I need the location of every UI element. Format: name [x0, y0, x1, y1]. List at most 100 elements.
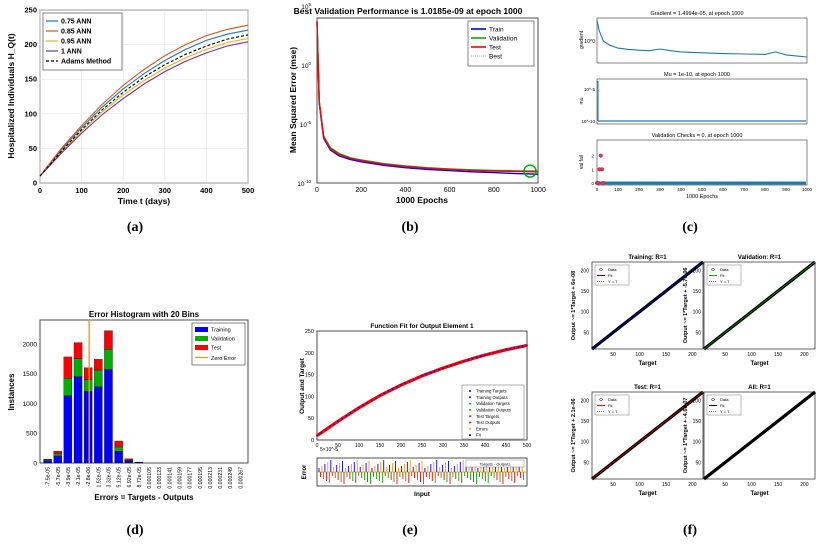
panel-e-legend-label-3: Validation Outputs [476, 408, 511, 413]
panel-d-xtick-2: -3.9e-05 [66, 467, 72, 486]
panel-e-target-point [404, 382, 407, 385]
panel-c-xtick-0: 0 [596, 187, 599, 192]
panel-f-xlabel-0: Target [639, 361, 657, 367]
panel-f-xtick-2-1: 100 [635, 482, 644, 488]
panel-f-ylabel-1: Output ~= 1*Target + -5.7e-06 [683, 268, 689, 344]
panel-e-target-point [437, 368, 440, 371]
panel-b-legend-entries: Train Validation Test Best [471, 27, 517, 61]
panel-a-series-2 [39, 37, 249, 177]
panel-f-legend-fit-1: Fit [720, 273, 725, 278]
panel-d-bar-1-4 [83, 379, 93, 392]
panel-b-ytick-exp-1: 0 [308, 61, 311, 66]
panel-e-target-point [328, 426, 331, 428]
panel-e-target-point [521, 345, 524, 348]
panel-c-mu-ylabel: mu [579, 97, 585, 104]
panel-f-ylabel-0: Output ~= 1*Target + 6e-08 [571, 271, 577, 340]
panel-b-xtick-0: 0 [315, 187, 319, 194]
panel-d-xtick-15: 0.000195 [198, 467, 204, 489]
panel-f-legend-data-3: Data [720, 397, 729, 402]
panel-a-xlabel: Time t (days) [118, 196, 170, 206]
panel-e-target-point [433, 370, 436, 373]
panel-a-xtick-1: 100 [75, 186, 88, 195]
panel-e-legend-label-4: Test Targets [476, 414, 499, 419]
panel-e-target-point [362, 404, 365, 407]
panel-c-xtick-1: 100 [614, 187, 622, 192]
panel-d-legend-label-2: Test [211, 346, 222, 352]
panel-c-valfail-ytick-1: 1 [591, 167, 594, 172]
panel-d-xtick-19: 0.000267 [238, 467, 244, 489]
panel-f-ytick-0-0: 50 [583, 330, 589, 336]
panel-f-legend-data-swatch-1 [711, 267, 715, 272]
panel-f-legend-fit-2: Fit [608, 403, 613, 408]
panel-c-valfail-yticks: 0 1 2 [591, 154, 594, 186]
panel-f-title-3: All: R=1 [748, 385, 771, 391]
panel-b-ytick-exp-2: -5 [307, 120, 311, 125]
panel-d-xtick-6: 3.32e-05 [107, 467, 113, 488]
panel-d-bars [43, 330, 144, 464]
panel-e-ticks: 0 50 100 150 200 250 300 350 400 450 500 0 50 100 150 2… [305, 329, 532, 449]
panel-e-fit-points [316, 343, 528, 437]
panel-c-valfail-ytick-2: 2 [591, 154, 594, 159]
panel-e-target-point [353, 409, 356, 412]
panel-d-xtick-8: 6.92e-05 [127, 467, 133, 488]
panel-d-bar-0-7 [114, 450, 123, 464]
panel-c-valfail-points [594, 153, 606, 186]
panel-d-bar-1-3 [73, 358, 83, 377]
panel-c-xtick-10: 1000 [802, 187, 813, 192]
panel-b-ytick-3: 10-10 [297, 179, 311, 188]
panel-c-xtick-9: 900 [782, 187, 790, 192]
panel-e-target-point [442, 367, 444, 369]
panel-b-legend-label-2: Test [489, 45, 501, 52]
panel-f-xtick-2-3: 200 [688, 482, 697, 488]
panel-d-bar-0-0 [43, 460, 52, 464]
panel-e-target-point [454, 363, 457, 365]
panel-d-legend-label-1: Validation [211, 337, 235, 343]
panel-a-ytick-2: 100 [24, 109, 37, 118]
panel-e-target-point [370, 399, 373, 402]
panel-e-error-legend [465, 459, 525, 468]
panel-d-bar-2-3 [73, 342, 83, 359]
panel-f-legend-yt-1: Y = T [720, 279, 730, 284]
panel-f-xtick-0-2: 150 [662, 352, 671, 358]
panel-a-ytick-1: 50 [29, 144, 37, 153]
panel-f-xtick-1-1: 100 [747, 352, 756, 358]
panel-f-title-1: Validation: R=1 [738, 255, 782, 261]
panel-d-bar-2-2 [63, 356, 73, 379]
panel-c-valfail-axes [596, 139, 808, 186]
panel-b-ticks: 0 200 400 600 800 1000 105 100 10-5 10-10 [297, 2, 546, 194]
panel-d-bar-0-4 [83, 391, 93, 464]
panel-e-target-point [500, 349, 503, 352]
panel-d-xtick-3: -2.1e-05 [76, 467, 82, 486]
panel-e-legend-label-7: Fit [476, 433, 482, 438]
panel-e-target-point [509, 348, 512, 350]
panel-a-lines [39, 24, 249, 177]
panel-a-ytick-0: 0 [33, 179, 37, 188]
panel-f-ytick-0-1: 100 [581, 310, 590, 316]
panel-e-legend-label-1: Training Outputs [476, 395, 508, 400]
panel-c-xtick-8: 800 [761, 187, 769, 192]
panel-e-legend-swatch-6 [469, 427, 471, 430]
panel-f-xtick-1-0: 50 [722, 352, 728, 358]
panel-d-xtick-16: 0.000213 [208, 467, 214, 489]
panel-c-gradient-ylabel: gradient [579, 30, 585, 49]
panel-a-ylabel: Hospitalized Individuals H_Q(t) [6, 33, 16, 158]
panel-e-title: Function Fit for Output Element 1 [370, 323, 474, 330]
panel-f-ytick-2-3: 200 [581, 398, 590, 404]
panel-e-target-point [484, 354, 486, 356]
panel-d-xlabel: Errors = Targets - Outputs [94, 493, 194, 502]
panel-e-target-point [400, 384, 402, 386]
panel-e-xtick-3: 150 [376, 443, 385, 449]
panel-d-xtick-13: 0.000159 [178, 467, 184, 489]
panel-a-series-0 [39, 29, 249, 177]
panel-e-xtick-10: 500 [523, 443, 532, 449]
panel-e-error-ylabel: Error [302, 464, 308, 479]
panel-e-target-point [467, 359, 470, 361]
panel-f-legend-fit-3: Fit [720, 403, 725, 408]
panel-d-bar-0-3 [73, 376, 83, 464]
panel-c-gradient-title: Gradient = 1.4994e-05, at epoch 1000 [650, 11, 743, 17]
panel-f-fit-3 [703, 391, 816, 480]
panel-c-gradient-ytick: 10^0 [584, 39, 595, 45]
panel-f-ytick-1-1: 100 [693, 310, 702, 316]
panel-b-xtick-3: 600 [444, 187, 456, 194]
panel-f-xtick-0-3: 200 [688, 352, 697, 358]
